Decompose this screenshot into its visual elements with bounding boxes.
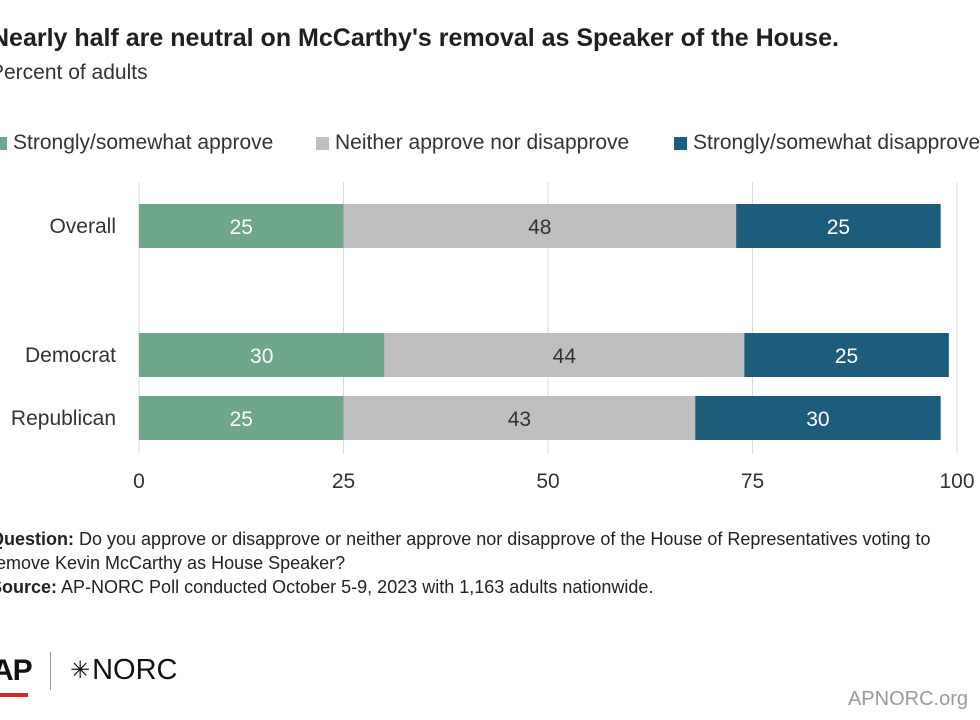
data-label: 30: [250, 345, 273, 368]
source-text: AP-NORC Poll conducted October 5-9, 2023…: [61, 577, 654, 597]
x-tick-label: 100: [939, 470, 974, 493]
bar-segment-approve: [139, 204, 344, 248]
legend-swatch-disapprove: [674, 136, 687, 150]
x-tick-label: 0: [133, 470, 145, 493]
data-label: 25: [835, 345, 858, 368]
x-tick-label: 25: [332, 470, 355, 493]
norc-star-icon: ✳: [70, 657, 91, 684]
ap-logo-underline: [0, 693, 28, 697]
data-label: 25: [230, 216, 253, 239]
x-tick-label: 75: [741, 470, 764, 493]
data-labels: 25 48 25 30 44 25 25 43 30: [230, 216, 859, 431]
logo-divider: [50, 652, 51, 690]
bar-segment-neither: [343, 204, 737, 248]
bar-segment-neither: [343, 396, 696, 440]
question-text: Do you approve or disapprove or neither …: [0, 529, 931, 573]
category-label: Overall: [49, 215, 116, 238]
ap-logo: AP: [0, 654, 33, 687]
x-axis-ticks: 0 25 50 75 100: [133, 470, 974, 493]
bar-segment-approve: [139, 396, 344, 440]
legend-label-neither: Neither approve nor disapprove: [335, 131, 630, 154]
category-labels: Overall Democrat Republican: [11, 215, 116, 430]
data-label: 48: [528, 216, 551, 239]
legend-item-disapprove: Strongly/somewhat disapprove: [674, 131, 980, 155]
bar-segment-disapprove: [695, 396, 941, 440]
category-label: Democrat: [25, 344, 116, 367]
data-label: 30: [806, 408, 829, 431]
source-label: Source:: [0, 577, 58, 597]
data-label: 25: [827, 216, 850, 239]
norc-logo-text: NORC: [92, 654, 178, 686]
bar-segment-neither: [384, 333, 745, 377]
chart-notes: Question: Do you approve or disapprove o…: [0, 527, 980, 599]
legend-swatch-neither: [316, 136, 329, 150]
data-label: 25: [230, 408, 253, 431]
bar-segment-disapprove: [744, 333, 949, 377]
data-label: 44: [553, 345, 577, 368]
data-label: 43: [508, 408, 531, 431]
bar-segment-disapprove: [736, 204, 941, 248]
legend-swatch-approve: [0, 136, 7, 150]
stacked-bar-chart: 25 48 25 30 44 25 25 43 30 Overall Democrat Republ…: [11, 182, 975, 493]
bar-segment-approve: [139, 333, 385, 377]
legend-label-approve: Strongly/somewhat approve: [13, 131, 274, 154]
x-tick-label: 50: [536, 470, 559, 493]
norc-logo: ✳ NORC: [70, 654, 178, 687]
legend-label-disapprove: Strongly/somewhat disapprove: [693, 131, 980, 154]
chart-title: Nearly half are neutral on McCarthy's re…: [0, 24, 839, 52]
site-url: APNORC.org: [847, 688, 968, 710]
legend-item-approve: Strongly/somewhat approve: [0, 131, 273, 155]
category-label: Republican: [11, 407, 116, 430]
bars: [139, 204, 949, 440]
source-note: Source: AP-NORC Poll conducted October 5…: [0, 575, 980, 599]
legend-item-neither: Neither approve nor disapprove: [316, 131, 629, 155]
question-note: Question: Do you approve or disapprove o…: [0, 527, 980, 575]
chart-subtitle: Percent of adults: [0, 61, 148, 84]
question-label: Question:: [0, 529, 74, 549]
